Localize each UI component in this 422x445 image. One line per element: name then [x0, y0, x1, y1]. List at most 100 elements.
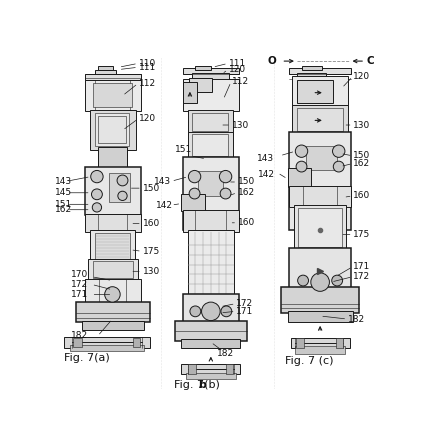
Circle shape [92, 189, 103, 200]
Bar [291, 337, 349, 348]
Bar [181, 364, 240, 375]
Text: 171: 171 [354, 262, 371, 271]
Text: 151: 151 [175, 145, 192, 154]
Circle shape [333, 145, 345, 158]
Bar [192, 134, 228, 156]
Text: 160: 160 [354, 191, 371, 200]
Text: 120: 120 [229, 65, 246, 74]
Bar [93, 261, 133, 278]
Bar [85, 74, 141, 81]
Text: 143: 143 [55, 177, 72, 186]
Circle shape [91, 170, 103, 183]
Bar [297, 81, 333, 103]
Bar [85, 81, 141, 111]
Text: O: O [268, 56, 277, 66]
Bar [175, 320, 246, 340]
Text: 145: 145 [55, 188, 72, 197]
Bar [133, 337, 141, 347]
Circle shape [105, 287, 120, 302]
Bar [76, 302, 150, 322]
Text: 112: 112 [139, 79, 156, 88]
Bar [295, 346, 345, 354]
Bar [70, 345, 144, 352]
Text: 120: 120 [139, 114, 156, 123]
Text: Fig. 7(b): Fig. 7(b) [173, 380, 219, 390]
Circle shape [118, 191, 127, 200]
Bar [85, 167, 141, 215]
Bar [294, 205, 346, 250]
Bar [85, 214, 141, 232]
Text: 171: 171 [236, 307, 254, 316]
Bar [292, 105, 348, 134]
Text: 182: 182 [71, 332, 89, 340]
Bar [297, 73, 326, 81]
Text: 172: 172 [354, 272, 371, 281]
Text: 175: 175 [143, 247, 160, 256]
Bar [95, 69, 116, 74]
Bar [88, 259, 138, 280]
Bar [85, 279, 141, 303]
Circle shape [311, 273, 330, 291]
Circle shape [221, 306, 232, 317]
Text: 160: 160 [238, 218, 255, 227]
Bar [183, 82, 197, 103]
Bar [73, 337, 82, 347]
Circle shape [333, 161, 344, 172]
Bar [181, 194, 205, 211]
Bar [95, 233, 130, 259]
Circle shape [189, 188, 200, 199]
Text: 130: 130 [143, 267, 160, 276]
Bar [189, 78, 212, 92]
Circle shape [298, 275, 308, 286]
Text: 143: 143 [257, 154, 274, 163]
Circle shape [202, 302, 220, 320]
Text: C: C [367, 56, 374, 66]
Circle shape [332, 275, 343, 286]
Circle shape [296, 161, 307, 172]
Bar [281, 287, 359, 313]
Bar [296, 338, 304, 348]
Bar [289, 186, 351, 207]
Text: 150: 150 [238, 178, 255, 186]
Circle shape [188, 170, 201, 183]
Text: 182: 182 [348, 315, 365, 324]
Bar [98, 66, 113, 69]
Text: 170: 170 [71, 270, 89, 279]
Bar [302, 66, 322, 69]
Text: b: b [198, 380, 206, 390]
Text: 142: 142 [156, 201, 173, 210]
Text: 172: 172 [236, 299, 254, 308]
Bar [183, 79, 239, 111]
Text: 150: 150 [143, 184, 160, 193]
Text: 142: 142 [258, 170, 275, 179]
Bar [82, 320, 144, 330]
Text: 120: 120 [354, 72, 371, 81]
Text: 182: 182 [217, 349, 234, 358]
Bar [188, 364, 196, 374]
Text: 162: 162 [55, 205, 72, 214]
Bar [287, 312, 353, 322]
Bar [183, 210, 239, 232]
Circle shape [117, 175, 128, 186]
Circle shape [219, 170, 232, 183]
Bar [188, 109, 233, 134]
Text: 175: 175 [354, 230, 371, 239]
Bar [226, 364, 233, 374]
Bar [195, 66, 211, 69]
Text: 130: 130 [232, 121, 249, 129]
Bar [186, 373, 235, 379]
Circle shape [190, 306, 201, 317]
Text: 162: 162 [354, 159, 371, 168]
Bar [289, 132, 351, 231]
Text: 160: 160 [143, 219, 160, 228]
Bar [98, 147, 127, 169]
Bar [188, 231, 234, 296]
Bar [335, 338, 344, 348]
Bar [192, 73, 230, 81]
Bar [297, 108, 344, 131]
Bar [95, 113, 130, 146]
Bar [90, 109, 136, 150]
Circle shape [295, 145, 308, 158]
Bar [192, 113, 228, 131]
Bar [289, 248, 351, 288]
